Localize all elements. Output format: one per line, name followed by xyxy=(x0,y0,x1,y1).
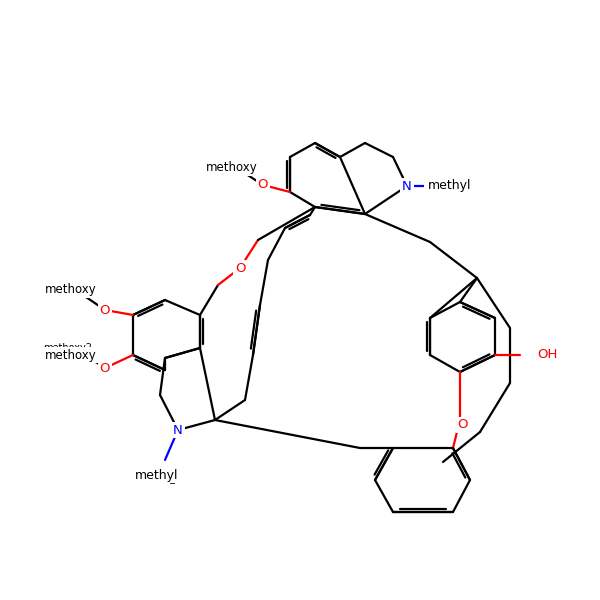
Text: O: O xyxy=(235,262,245,275)
Text: O: O xyxy=(100,304,110,317)
Text: O: O xyxy=(258,179,268,191)
Text: N: N xyxy=(173,424,183,437)
Text: methoxy2: methoxy2 xyxy=(44,343,92,353)
Text: O: O xyxy=(100,361,110,374)
Text: methoxy: methoxy xyxy=(206,161,258,175)
Text: O: O xyxy=(458,419,468,431)
Text: methyl_l: methyl_l xyxy=(136,473,178,484)
Text: methyl_u: methyl_u xyxy=(425,181,470,191)
Text: methoxy: methoxy xyxy=(214,165,256,175)
Text: methoxy1: methoxy1 xyxy=(44,285,92,295)
Text: N: N xyxy=(402,179,412,193)
Text: methyl: methyl xyxy=(428,179,472,193)
Text: methyl: methyl xyxy=(135,469,179,481)
Text: methoxy: methoxy xyxy=(45,349,97,361)
Text: OH: OH xyxy=(537,349,557,361)
Text: methoxy: methoxy xyxy=(45,283,97,296)
